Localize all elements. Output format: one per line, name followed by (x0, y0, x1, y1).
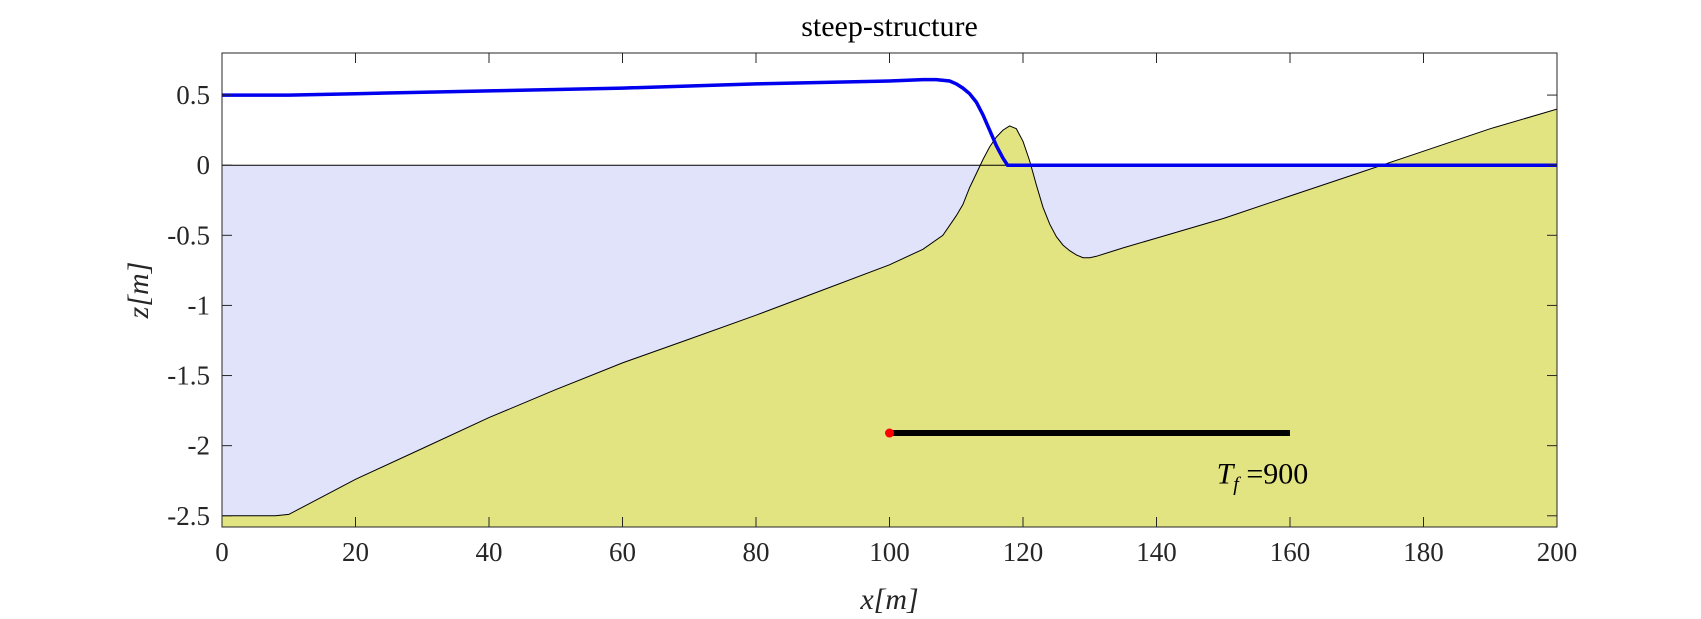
x-tick-label: 120 (1003, 537, 1044, 567)
y-axis: 0.5 0 -0.5 -1 -1.5 -2 -2.5 (167, 80, 1557, 531)
y-tick-label: -0.5 (167, 220, 210, 250)
x-tick-label: 40 (476, 537, 503, 567)
x-tick-label: 180 (1403, 537, 1444, 567)
annotation-value: 900 (1263, 458, 1308, 491)
y-tick-label: -1 (188, 290, 211, 320)
time-annotation: Tf =900 (1217, 458, 1309, 496)
x-axis-label: x[m] (859, 583, 918, 616)
bed-profile-line (222, 108, 1557, 517)
x-tick-label: 0 (215, 537, 229, 567)
y-axis-label: z[m] (122, 262, 155, 320)
x-tick-label: 140 (1136, 537, 1177, 567)
water-surface-line (222, 77, 1557, 167)
y-tick-label: -1.5 (167, 361, 210, 391)
x-tick-label: 200 (1537, 537, 1578, 567)
x-tick-label: 20 (342, 537, 369, 567)
annotation-equals: = (1239, 458, 1263, 491)
y-tick-label: 0.5 (176, 80, 210, 110)
x-tick-label: 80 (743, 537, 770, 567)
annotation-subscript: f (1233, 474, 1241, 496)
progress-marker (885, 428, 894, 438)
annotation-symbol: T (1217, 458, 1236, 491)
x-tick-label: 100 (869, 537, 910, 567)
x-tick-label: 60 (609, 537, 636, 567)
bed-area (222, 109, 1557, 527)
y-tick-label: -2.5 (167, 501, 210, 531)
y-tick-label: -2 (188, 431, 211, 461)
x-axis: 0 20 40 60 80 100 120 140 160 180 200 (215, 53, 1577, 567)
y-tick-label: 0 (197, 150, 211, 180)
x-tick-label: 160 (1270, 537, 1311, 567)
chart-title: steep-structure (801, 10, 978, 43)
